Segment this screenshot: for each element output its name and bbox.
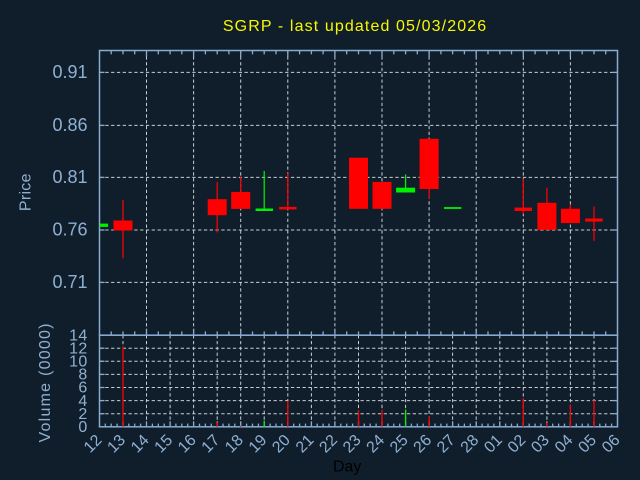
svg-text:0: 0 [78,419,87,436]
svg-text:0.86: 0.86 [53,115,88,135]
svg-text:0.91: 0.91 [53,62,88,82]
svg-text:0.76: 0.76 [53,220,88,240]
svg-text:SGRP - last updated 05/03/2026: SGRP - last updated 05/03/2026 [223,18,486,35]
svg-text:8: 8 [78,367,87,384]
svg-text:Volume (0000): Volume (0000) [37,324,54,443]
svg-text:4: 4 [78,393,87,410]
svg-text:0.81: 0.81 [53,167,88,187]
svg-text:14: 14 [69,327,87,344]
svg-text:10: 10 [69,354,87,371]
svg-text:Day: Day [333,459,361,476]
svg-text:12: 12 [69,340,87,357]
svg-text:0.71: 0.71 [53,272,88,292]
svg-text:6: 6 [78,380,87,397]
svg-text:Price: Price [18,173,35,211]
svg-text:2: 2 [78,406,87,423]
